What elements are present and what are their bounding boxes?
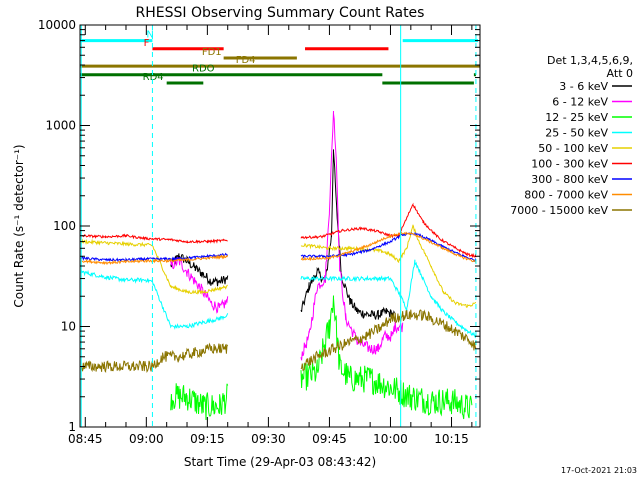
flag-label-rd4: RD4: [143, 72, 164, 83]
legend-label-12-25-kev: 12 - 25 keV: [545, 111, 608, 124]
series-50-100-kev: [81, 224, 477, 308]
legend-label-3-6-kev: 3 - 6 keV: [559, 80, 608, 93]
x-axis: 08:45 09:00 09:15 09:30 09:45 10:00 10:15: [68, 25, 473, 446]
y-tick-label: 10000: [38, 18, 76, 32]
x-tick-label: 10:00: [373, 432, 408, 446]
x-tick-label: 09:45: [312, 432, 347, 446]
legend: Det 1,3,4,5,6,9,Att 03 - 6 keV 6 - 12 keV…: [510, 54, 633, 217]
x-axis-label: Start Time (29-Apr-03 08:43:42): [184, 455, 376, 469]
series-12-25-kev: [170, 295, 473, 421]
event-lines: [80, 25, 477, 427]
x-tick-label: 08:45: [68, 432, 103, 446]
flag-bars: NF FD1 FD4 RDO RD4: [80, 30, 480, 85]
series-25-50-kev: [80, 259, 477, 339]
legend-label-50-100-kev: 50 - 100 keV: [538, 142, 608, 155]
plot-frame: [79, 24, 481, 428]
flag-label-fd1: FD1: [202, 47, 222, 58]
legend-label-25-50-kev: 25 - 50 keV: [545, 127, 608, 140]
y-axis: 1 10 100 1000 10000: [38, 18, 480, 434]
legend-label-800-7000-kev: 800 - 7000 keV: [524, 189, 608, 202]
y-tick-label: 1: [68, 420, 76, 434]
chart-title: RHESSI Observing Summary Count Rates: [136, 5, 425, 21]
x-tick-label: 09:30: [251, 432, 286, 446]
y-tick-label: 1000: [45, 119, 76, 133]
y-tick-label: 100: [53, 219, 76, 233]
series-lines: [80, 110, 477, 421]
flag-label-rdo: RDO: [192, 64, 215, 75]
series-100-300-kev: [81, 202, 477, 259]
y-tick-label: 10: [61, 320, 76, 334]
x-tick-label: 10:15: [434, 432, 469, 446]
series-7000-15000-kev: [80, 309, 477, 373]
flag-label-fd4: FD4: [236, 55, 256, 66]
series-800-7000-kev: [81, 231, 477, 266]
legend-label-100-300-kev: 100 - 300 keV: [531, 158, 608, 171]
x-tick-label: 09:00: [129, 432, 164, 446]
legend-label-6-12-kev: 6 - 12 keV: [552, 96, 608, 109]
timestamp-label: 17-Oct-2021 21:03: [561, 466, 637, 475]
flag-label-n: N: [146, 30, 153, 41]
legend-header: Det 1,3,4,5,6,9,: [547, 54, 633, 67]
flag-label-f: F: [144, 38, 150, 49]
legend-label-300-800-kev: 300 - 800 keV: [531, 173, 608, 186]
x-tick-label: 09:15: [190, 432, 225, 446]
y-axis-label: Count Rate (s⁻¹ detector⁻¹): [12, 144, 26, 307]
legend-header: Att 0: [607, 67, 633, 80]
legend-label-7000-15000-kev: 7000 - 15000 keV: [510, 204, 608, 217]
